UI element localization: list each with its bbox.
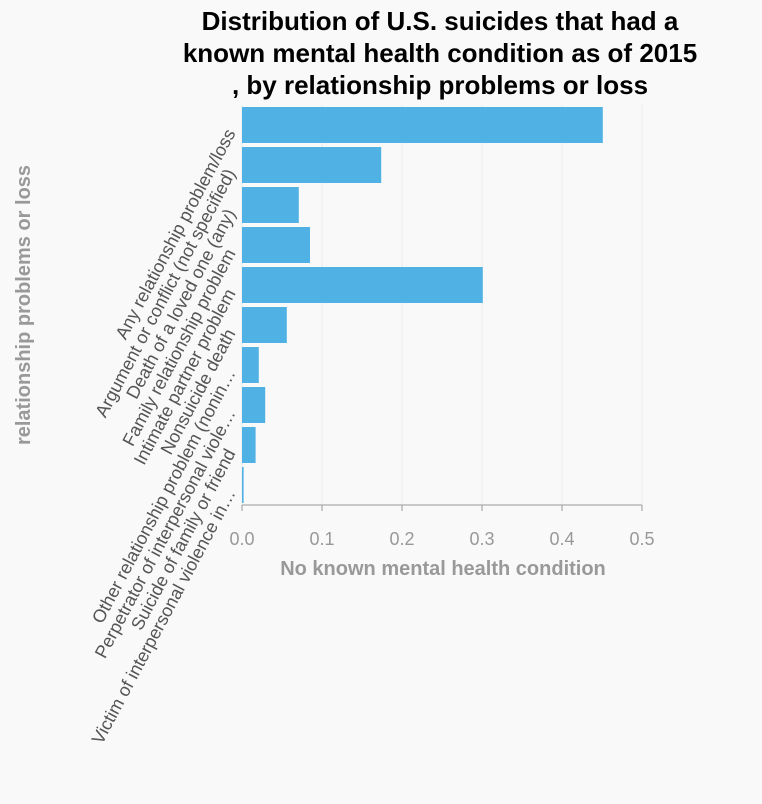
bar xyxy=(242,107,603,143)
chart-title-line: Distribution of U.S. suicides that had a xyxy=(202,6,679,36)
bar xyxy=(242,467,244,503)
x-tick-labels: 0.0 0.1 0.2 0.3 0.4 0.5 xyxy=(229,505,655,549)
x-axis-title: No known mental health condition xyxy=(280,558,606,580)
x-tick-label: 0.5 xyxy=(629,529,654,549)
chart-bars xyxy=(242,107,603,503)
chart-title-line: , by relationship problems or loss xyxy=(232,70,648,100)
bar xyxy=(242,347,259,383)
x-tick-label: 0.4 xyxy=(549,529,574,549)
x-tick-label: 0.3 xyxy=(469,529,494,549)
bar xyxy=(242,147,382,183)
bar xyxy=(242,387,266,423)
y-axis-title: relationship problems or loss xyxy=(13,165,35,445)
bar xyxy=(242,187,299,223)
x-tick-label: 0.1 xyxy=(309,529,334,549)
bar xyxy=(242,307,287,343)
bar xyxy=(242,267,483,303)
bar xyxy=(242,427,256,463)
chart-title-line: known mental health condition as of 2015 xyxy=(183,38,697,68)
chart-title: Distribution of U.S. suicides that had a… xyxy=(183,6,697,100)
x-tick-label: 0.0 xyxy=(229,529,254,549)
x-tick-label: 0.2 xyxy=(389,529,414,549)
bar xyxy=(242,227,310,263)
